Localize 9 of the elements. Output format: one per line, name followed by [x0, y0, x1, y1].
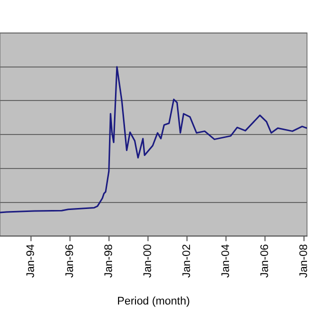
x-tick-label: Jan-08: [298, 244, 310, 278]
x-tick-label: Jan-04: [220, 244, 232, 278]
x-tick-label: Jan-94: [24, 244, 37, 278]
x-tick-label: Jan-96: [64, 244, 76, 278]
x-tick-label: Jan-02: [180, 244, 193, 278]
x-tick-label: Jan-00: [142, 244, 154, 278]
x-tick-label: Jan-98: [102, 244, 115, 278]
x-tick-label: Jan-06: [258, 244, 271, 278]
x-axis-title: Period (month): [117, 295, 190, 308]
